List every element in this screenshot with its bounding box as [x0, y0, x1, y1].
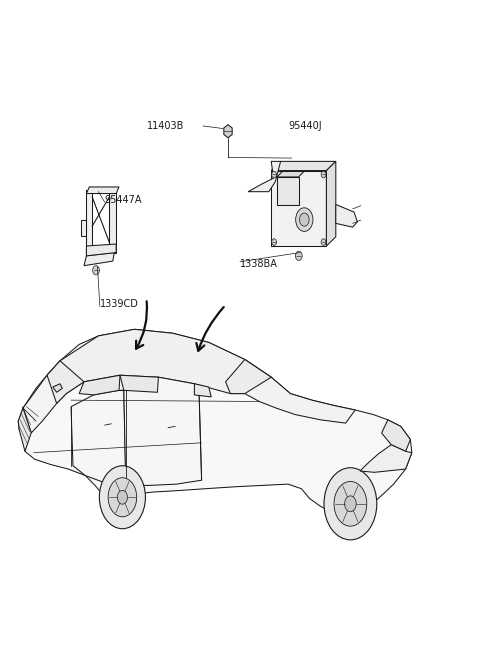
Polygon shape [124, 377, 202, 485]
Polygon shape [23, 361, 66, 433]
Polygon shape [226, 359, 271, 394]
Polygon shape [277, 171, 304, 177]
Polygon shape [81, 220, 86, 236]
Polygon shape [224, 125, 232, 138]
Polygon shape [18, 408, 31, 451]
Circle shape [272, 239, 276, 245]
Polygon shape [109, 190, 116, 253]
Polygon shape [79, 375, 120, 395]
Polygon shape [271, 161, 336, 171]
Polygon shape [194, 384, 211, 397]
Text: 1338BA: 1338BA [240, 258, 278, 269]
Circle shape [108, 478, 137, 517]
Text: 95447A: 95447A [105, 195, 142, 205]
Polygon shape [86, 187, 119, 194]
Polygon shape [277, 177, 299, 205]
Polygon shape [248, 161, 281, 192]
Polygon shape [230, 377, 355, 423]
Circle shape [345, 496, 356, 512]
FancyArrowPatch shape [136, 301, 147, 349]
Polygon shape [71, 390, 126, 482]
Text: 1339CD: 1339CD [100, 299, 139, 310]
Polygon shape [84, 253, 114, 266]
Polygon shape [336, 205, 358, 227]
FancyArrowPatch shape [196, 307, 224, 351]
Circle shape [117, 490, 128, 504]
Polygon shape [382, 420, 410, 451]
Polygon shape [120, 375, 158, 392]
Circle shape [296, 208, 313, 232]
Polygon shape [60, 329, 271, 394]
Polygon shape [47, 361, 84, 403]
Circle shape [272, 171, 276, 178]
Circle shape [334, 482, 367, 526]
Circle shape [295, 251, 302, 260]
Polygon shape [271, 171, 326, 246]
Text: 95440J: 95440J [288, 121, 322, 131]
Polygon shape [18, 329, 412, 515]
Circle shape [93, 266, 99, 275]
Circle shape [324, 468, 377, 540]
Text: 11403B: 11403B [147, 121, 185, 131]
Polygon shape [86, 190, 92, 256]
Circle shape [99, 466, 145, 529]
Circle shape [321, 171, 326, 178]
Polygon shape [326, 161, 336, 246]
Polygon shape [86, 244, 116, 256]
Circle shape [321, 239, 326, 245]
Polygon shape [360, 445, 412, 472]
Circle shape [300, 213, 309, 226]
Polygon shape [53, 384, 62, 392]
